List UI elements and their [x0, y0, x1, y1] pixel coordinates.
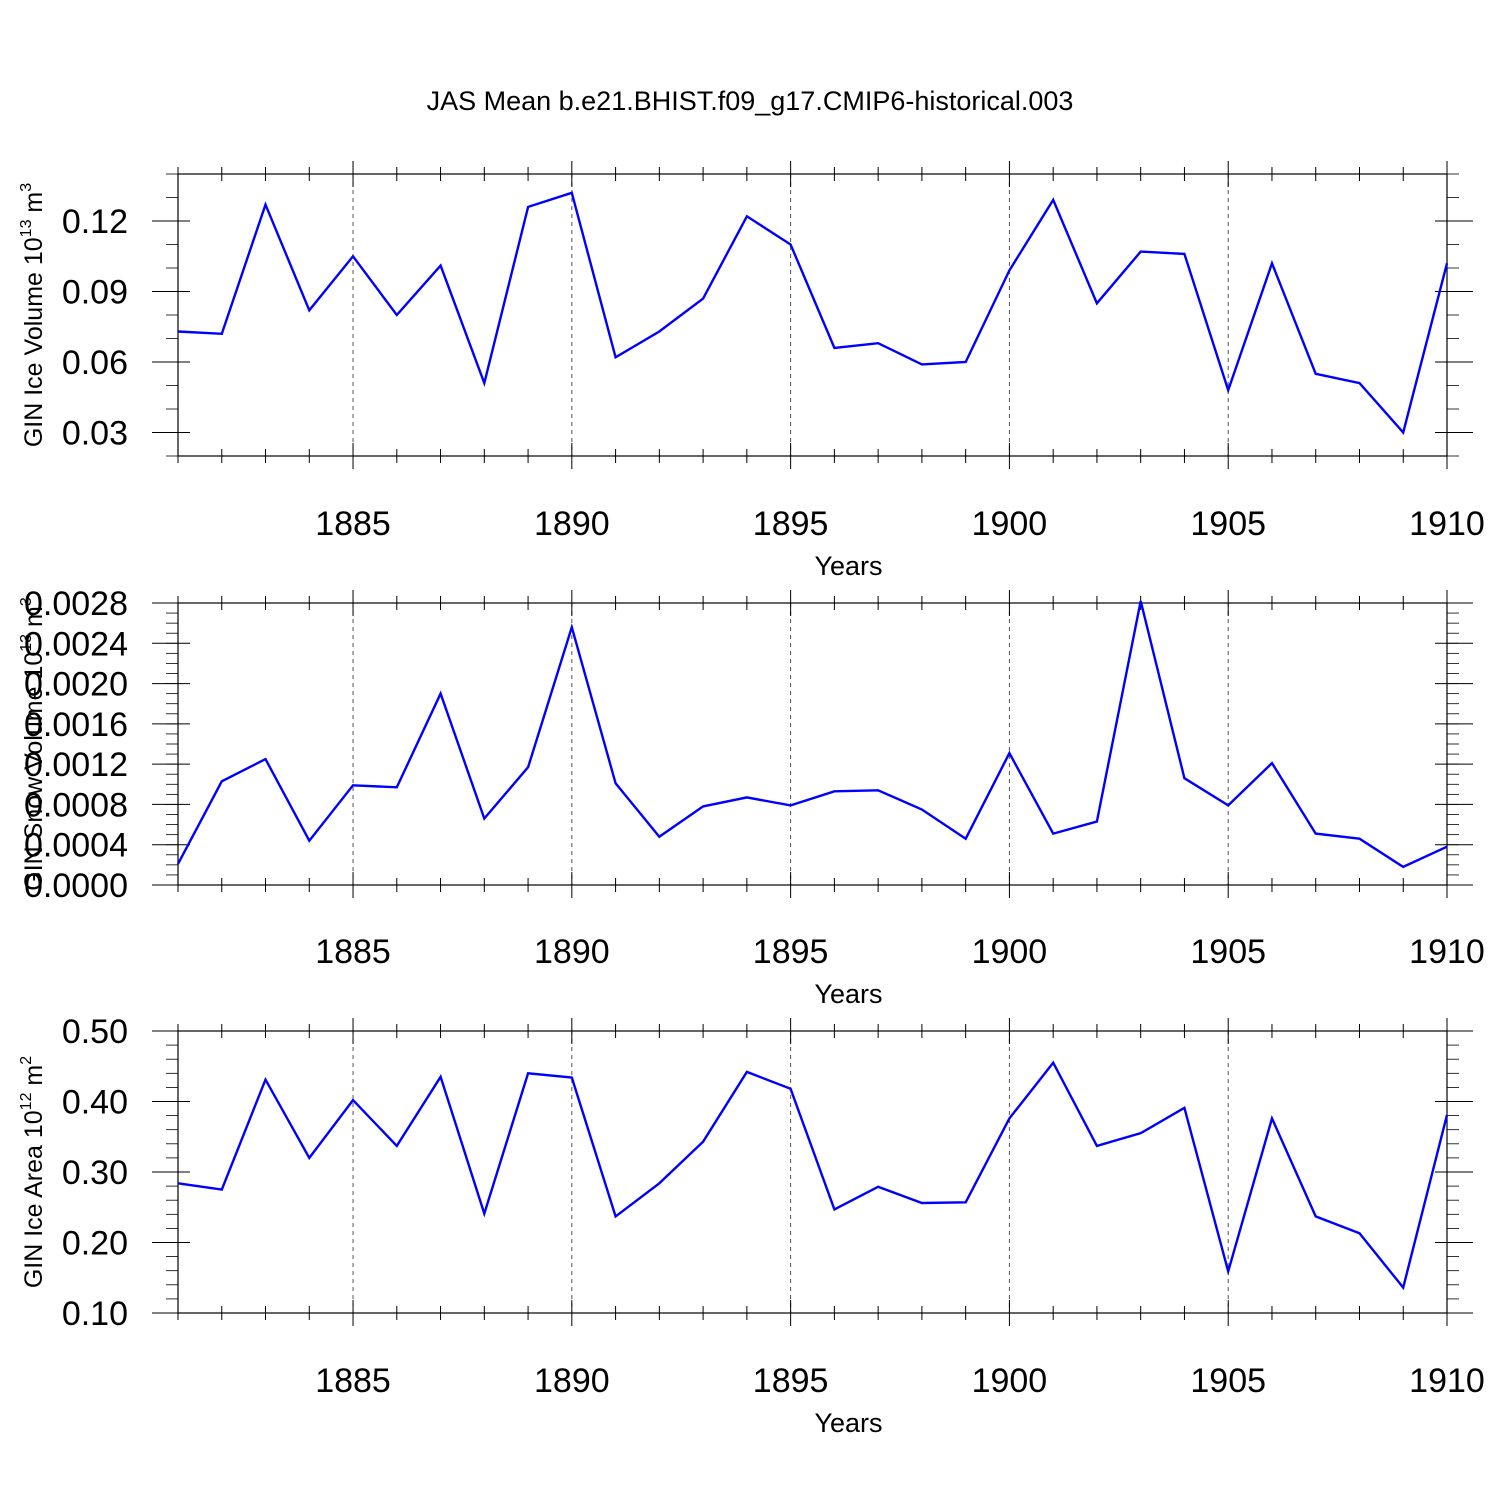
x-tick-label: 1895 [753, 1362, 829, 1400]
panels: 0.03 0.06 0.09 0.12 1885 1890 1895 1900 1905 1910… [18, 161, 1485, 1438]
y-tick-label: 0.0008 [24, 786, 128, 824]
y-tick-label: 0.50 [62, 1013, 128, 1051]
series-line [176, 600, 1448, 869]
x-tick-label: 1905 [1190, 1362, 1266, 1400]
y-tick-label: 0.0004 [24, 827, 128, 865]
y-tick-label: 0.40 [62, 1084, 128, 1122]
y-axis-label: GIN Snow Volume 1013 m3 [18, 597, 48, 891]
y-tick-label: 0.10 [62, 1295, 128, 1333]
x-tick-label: 1910 [1409, 1362, 1485, 1400]
x-tick-label: 1885 [315, 933, 391, 971]
y-tick-label: 0.0000 [24, 867, 128, 905]
y-tick-label: 0.0020 [24, 666, 128, 704]
y-tick-label: 0.30 [62, 1154, 128, 1192]
y-tick-label: 0.0028 [24, 585, 128, 623]
panel-2: 0.00000.00040.00080.00120.00160.00200.00… [18, 585, 1485, 1009]
x-tick-label: 1900 [972, 505, 1048, 543]
plot-frame [177, 173, 1448, 457]
x-tick-label: 1900 [972, 1362, 1048, 1400]
x-tick-label: 1890 [534, 505, 610, 543]
y-tick-label: 0.20 [62, 1225, 128, 1263]
x-axis-label: Years [814, 551, 882, 581]
x-tick-label: 1885 [315, 505, 391, 543]
y-tick-label: 0.12 [62, 203, 128, 241]
x-tick-label: 1895 [753, 505, 829, 543]
x-tick-label: 1895 [753, 933, 829, 971]
panel-3: 0.10 0.20 0.30 0.40 0.50 1885 1890 1895 1900 1905… [18, 1013, 1485, 1438]
y-tick-label: 0.0024 [24, 625, 128, 663]
y-tick-label: 0.09 [62, 274, 128, 312]
x-axis-label: Years [814, 979, 882, 1009]
x-axis-label: Years [814, 1408, 882, 1438]
y-tick-label: 0.0012 [24, 746, 128, 784]
series-line [177, 191, 1449, 435]
x-tick-label: 1910 [1409, 933, 1485, 971]
plot-frame [177, 602, 1448, 886]
x-tick-label: 1890 [534, 933, 610, 971]
figure-title: JAS Mean b.e21.BHIST.f09_g17.CMIP6-histo… [427, 86, 1074, 116]
y-axis-label: GIN Ice Area 1012 m2 [18, 1056, 48, 1288]
x-tick-label: 1905 [1190, 933, 1266, 971]
x-tick-label: 1890 [534, 1362, 610, 1400]
y-axis-label: GIN Ice Volume 1013 m3 [18, 183, 48, 447]
y-tick-label: 0.03 [62, 415, 128, 453]
x-tick-label: 1900 [972, 933, 1048, 971]
panel-1: 0.03 0.06 0.09 0.12 1885 1890 1895 1900 1905 1910… [18, 161, 1485, 581]
y-tick-label: 0.06 [62, 344, 128, 382]
x-tick-label: 1905 [1190, 505, 1266, 543]
series-line [177, 1060, 1449, 1291]
y-tick-label: 0.0016 [24, 706, 128, 744]
x-tick-label: 1885 [315, 1362, 391, 1400]
x-tick-label: 1910 [1409, 505, 1485, 543]
